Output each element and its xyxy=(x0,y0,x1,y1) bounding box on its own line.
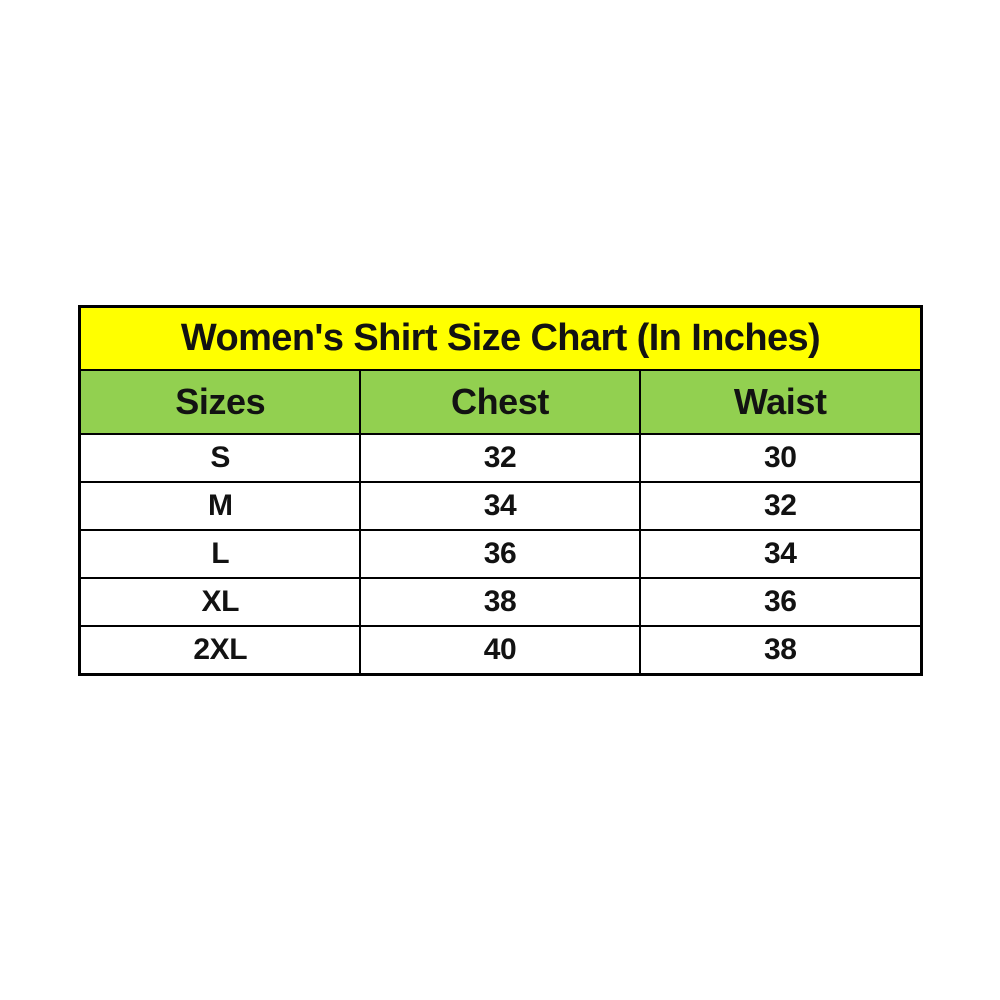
waist-cell: 30 xyxy=(638,433,923,483)
size-chart: Women's Shirt Size Chart (In Inches) Siz… xyxy=(78,305,923,676)
size-cell: 2XL xyxy=(78,625,362,676)
chest-cell: 36 xyxy=(359,529,641,579)
waist-cell: 32 xyxy=(638,481,923,531)
waist-cell: 34 xyxy=(638,529,923,579)
column-header-chest: Chest xyxy=(359,369,641,435)
chart-title: Women's Shirt Size Chart (In Inches) xyxy=(78,305,923,371)
chest-cell: 38 xyxy=(359,577,641,627)
table-row: 2XL 40 38 xyxy=(78,625,923,676)
waist-cell: 38 xyxy=(638,625,923,676)
table-row: M 34 32 xyxy=(78,481,923,531)
size-chart-table: Women's Shirt Size Chart (In Inches) Siz… xyxy=(78,305,923,676)
waist-cell: 36 xyxy=(638,577,923,627)
size-cell: S xyxy=(78,433,362,483)
column-header-sizes: Sizes xyxy=(78,369,362,435)
chest-cell: 32 xyxy=(359,433,641,483)
size-cell: M xyxy=(78,481,362,531)
chest-cell: 34 xyxy=(359,481,641,531)
size-cell: XL xyxy=(78,577,362,627)
table-row: L 36 34 xyxy=(78,529,923,579)
table-row: S 32 30 xyxy=(78,433,923,483)
column-header-waist: Waist xyxy=(638,369,923,435)
table-header-row: Sizes Chest Waist xyxy=(78,369,923,435)
chest-cell: 40 xyxy=(359,625,641,676)
size-cell: L xyxy=(78,529,362,579)
table-title-row: Women's Shirt Size Chart (In Inches) xyxy=(78,305,923,371)
table-row: XL 38 36 xyxy=(78,577,923,627)
